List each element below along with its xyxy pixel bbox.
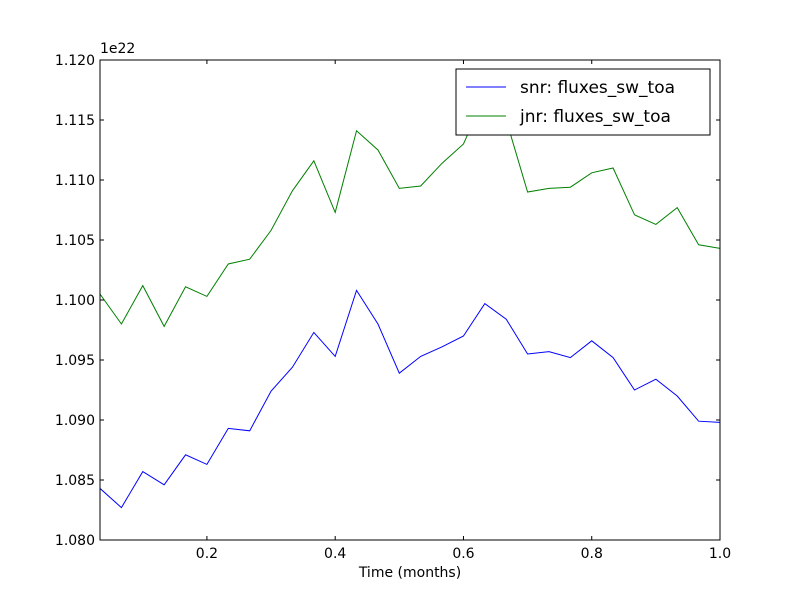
x-tick-label: 0.8 <box>581 546 603 562</box>
x-tick-label: 0.6 <box>452 546 474 562</box>
x-tick-label: 1.0 <box>709 546 731 562</box>
y-offset-label: 1e22 <box>100 41 135 57</box>
series-layer <box>100 95 720 509</box>
y-tick-label: 1.105 <box>55 233 95 249</box>
series-line-1 <box>100 95 720 328</box>
plot-area <box>100 60 720 540</box>
x-axis-label: Time (months) <box>358 565 461 581</box>
y-tick-label: 1.085 <box>55 473 95 489</box>
y-tick-label: 1.115 <box>55 113 95 129</box>
y-tick-label: 1.095 <box>55 353 95 369</box>
y-tick-label: 1.090 <box>55 413 95 429</box>
y-tick-label: 1.120 <box>55 53 95 69</box>
y-axis-ticks: 1.080 1.085 1.090 1.095 1.100 1.105 1.110 1.115… <box>55 53 720 549</box>
x-tick-label: 0.4 <box>324 546 346 562</box>
y-tick-label: 1.100 <box>55 293 95 309</box>
series-line-0 <box>100 289 720 509</box>
legend-box <box>455 68 711 136</box>
x-axis-ticks: 0.2 0.4 0.6 0.8 1.0 <box>196 60 731 562</box>
legend-label-1: jnr: fluxes_sw_toa <box>519 107 671 127</box>
legend-label-0: snr: fluxes_sw_toa <box>520 78 675 98</box>
legend: snr: fluxes_sw_toa jnr: fluxes_sw_toa <box>455 68 711 136</box>
y-tick-label: 1.080 <box>55 533 95 549</box>
y-tick-label: 1.110 <box>55 173 95 189</box>
x-tick-label: 0.2 <box>196 546 218 562</box>
